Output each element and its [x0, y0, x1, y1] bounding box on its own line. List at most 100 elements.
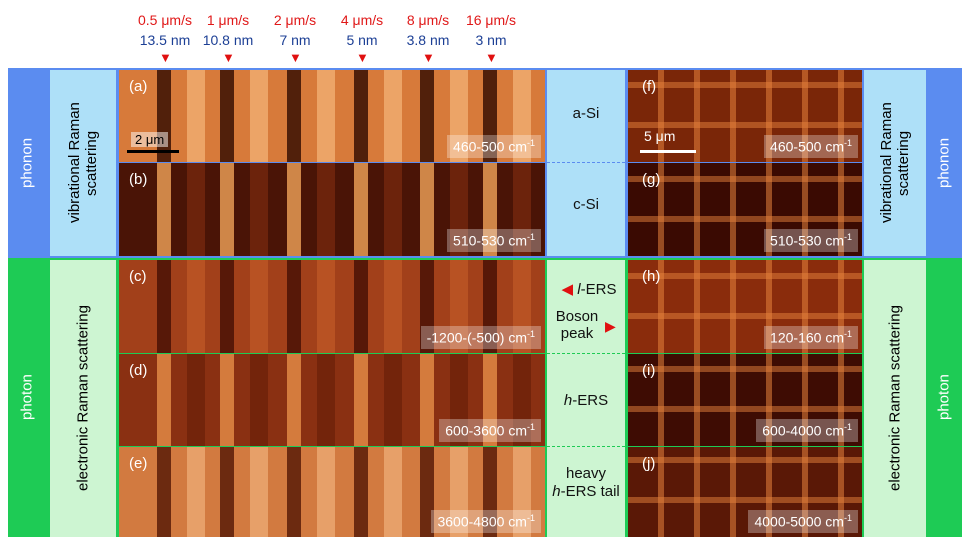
range-label: 510-530 cm-1 [764, 229, 858, 252]
stripe [220, 354, 234, 446]
range: -1200-(-500) cm [427, 330, 527, 346]
middle-phonon [547, 70, 625, 256]
stripe [220, 70, 234, 162]
range-label: 510-530 cm-1 [447, 229, 541, 252]
range-label: 4000-5000 cm-1 [748, 510, 858, 533]
panel-label: (f) [642, 78, 656, 95]
boson-peak: Boson peak [547, 308, 607, 342]
divider [119, 353, 545, 354]
stripe [187, 260, 205, 353]
unit-exponent: -1 [527, 138, 535, 148]
scale-bar [640, 150, 696, 153]
range: 460-500 cm [770, 139, 844, 155]
stripe [354, 163, 368, 256]
photon-label: photon [926, 258, 962, 537]
unit-exponent: -1 [527, 329, 535, 339]
scale-bar [127, 150, 179, 153]
map-image: (j) 4000-5000 cm-1 [628, 447, 862, 537]
range: 120-160 cm [770, 330, 844, 346]
speed: 16 μm/s [451, 12, 531, 28]
stripe [420, 70, 434, 162]
phonon-desc: vibrational Raman scattering [50, 70, 116, 256]
stripe [384, 260, 402, 353]
unit-exponent: -1 [844, 329, 852, 339]
scale-label: 5 μm [644, 128, 675, 144]
range-label: 460-500 cm-1 [447, 135, 541, 158]
range: 600-4000 cm [762, 423, 844, 439]
photon-desc: electronic Raman scattering [864, 260, 926, 537]
text: heavy [566, 465, 606, 482]
range: 3600-4800 cm [437, 514, 527, 530]
divider [119, 162, 545, 163]
panel-label: (i) [642, 362, 655, 379]
photon-label: photon [8, 258, 46, 537]
stripe [250, 354, 268, 446]
stripe [420, 163, 434, 256]
panel-label: (c) [129, 268, 147, 285]
stripe [250, 70, 268, 162]
stripe [220, 447, 234, 537]
arrow: ▶ [605, 318, 616, 335]
stripe [157, 447, 171, 537]
stripe [354, 260, 368, 353]
stripe [384, 447, 402, 537]
l-ers: ◀ l-ERS [553, 280, 625, 298]
map-image: (f) 460-500 cm-1 5 μm [628, 70, 862, 162]
unit-exponent: -1 [527, 422, 535, 432]
panel-label: (b) [129, 171, 147, 188]
stripe [187, 70, 205, 162]
a-si: a-Si [547, 105, 625, 122]
stripe [384, 354, 402, 446]
panel-label: (h) [642, 268, 660, 285]
range: 510-530 cm [453, 233, 527, 249]
italic: h [564, 392, 572, 409]
stripe [157, 70, 171, 162]
map-image: (g) 510-530 cm-1 [628, 163, 862, 256]
h-ers: h-ERS [547, 392, 625, 409]
unit-exponent: -1 [844, 232, 852, 242]
unit-exponent: -1 [527, 232, 535, 242]
stripe [157, 354, 171, 446]
phonon-desc: vibrational Raman scattering [864, 70, 926, 256]
figure: phonon phonon photon photon vibrational … [0, 0, 962, 537]
panel-label: (j) [642, 455, 655, 472]
map-image: (i) 600-4000 cm-1 [628, 354, 862, 446]
heavy-h-ers-tail: heavyh-ERS tail [547, 465, 625, 501]
arrow: ▼ [289, 50, 302, 65]
range: 510-530 cm [770, 233, 844, 249]
phonon-label: phonon [8, 68, 46, 258]
range: 460-500 cm [453, 139, 527, 155]
stripe [287, 447, 301, 537]
unit-exponent: -1 [527, 513, 535, 523]
divider [119, 259, 545, 260]
range-label: 460-500 cm-1 [764, 135, 858, 158]
stripe [287, 260, 301, 353]
stripe [317, 163, 335, 256]
arrow: ▼ [222, 50, 235, 65]
stripe [157, 260, 171, 353]
arrow: ▼ [485, 50, 498, 65]
range-label: 600-4000 cm-1 [756, 419, 858, 442]
range-label: -1200-(-500) cm-1 [421, 326, 541, 349]
stripe [354, 70, 368, 162]
range-label: 3600-4800 cm-1 [431, 510, 541, 533]
stripe [354, 447, 368, 537]
text: -ERS [581, 281, 617, 298]
panel-label: (g) [642, 171, 660, 188]
feature-size: 3 nm [451, 32, 531, 48]
stripe [287, 354, 301, 446]
stripe [317, 70, 335, 162]
stripe [287, 163, 301, 256]
stripe [187, 163, 205, 256]
unit-exponent: -1 [844, 422, 852, 432]
text: -ERS tail [561, 483, 620, 500]
arrow: ▼ [356, 50, 369, 65]
phonon-label: phonon [926, 68, 962, 258]
arrow: ▼ [159, 50, 172, 65]
stripe [250, 260, 268, 353]
stripe [317, 354, 335, 446]
stripe [187, 354, 205, 446]
range-label: 600-3600 cm-1 [439, 419, 541, 442]
divider [547, 353, 625, 354]
